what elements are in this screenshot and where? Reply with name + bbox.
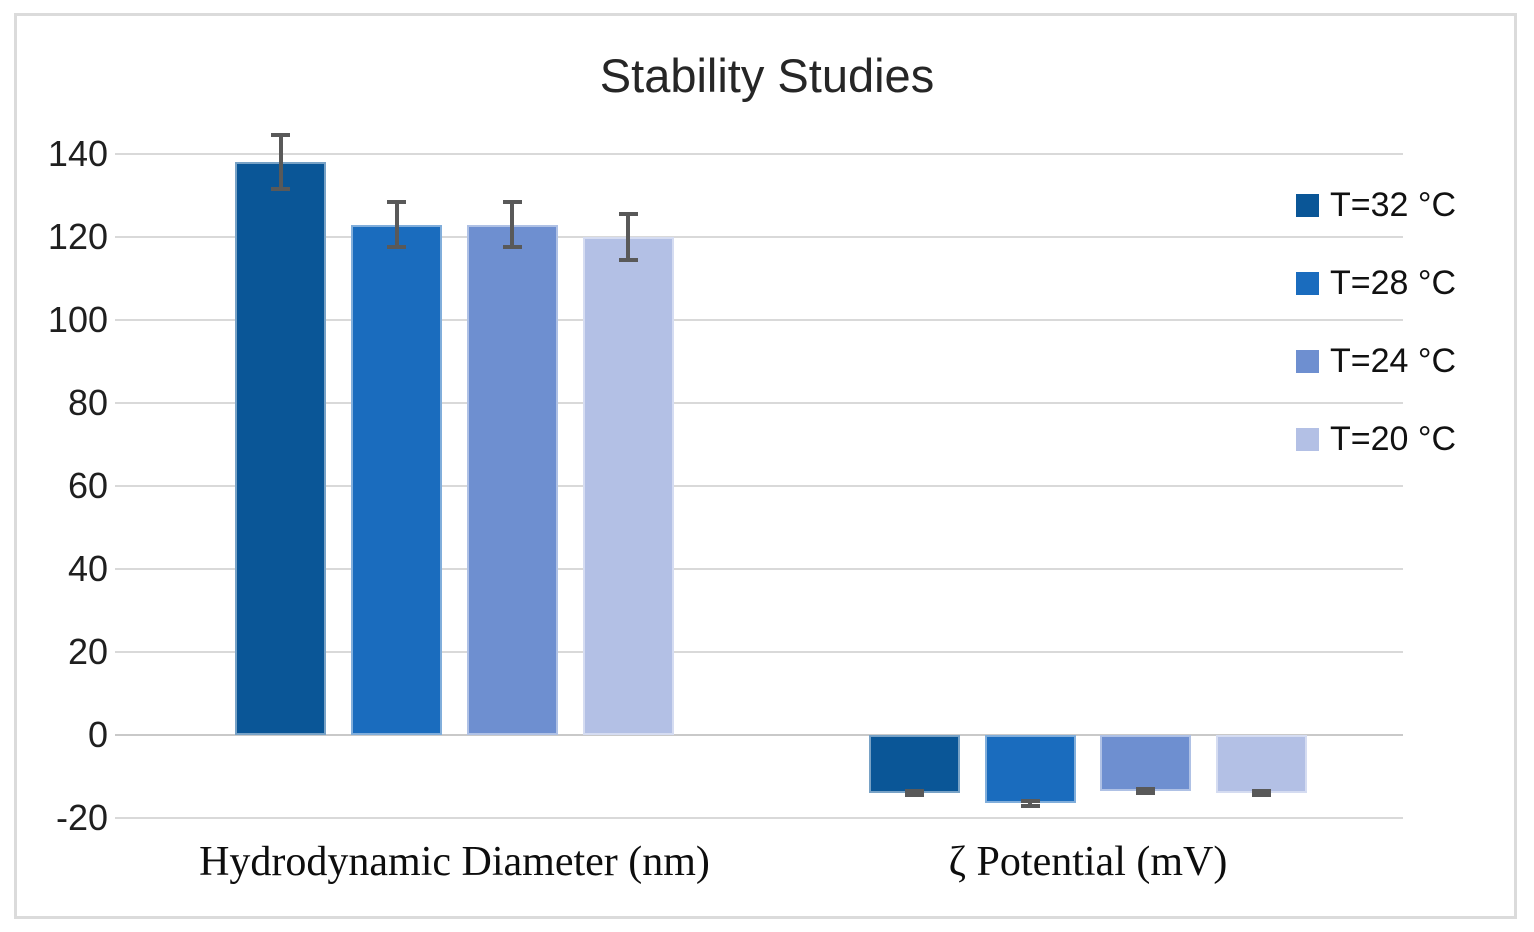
gridline <box>115 152 1403 155</box>
legend-item: T=32 °C <box>1296 185 1456 225</box>
error-bar <box>510 199 515 250</box>
error-bar-cap <box>502 199 522 204</box>
category-label: ζ Potential (mV) <box>948 839 1228 885</box>
error-bar-cap <box>1020 799 1040 804</box>
y-axis-tick-label: 100 <box>47 298 108 340</box>
y-axis-tick-label: 120 <box>47 215 108 257</box>
y-axis-tick-label: 20 <box>67 630 108 672</box>
legend-label: T=32 °C <box>1330 185 1457 224</box>
error-bar <box>1143 786 1148 796</box>
bar <box>1100 734 1192 791</box>
legend-item: T=28 °C <box>1296 263 1456 303</box>
bar <box>1216 734 1308 794</box>
legend-label: T=28 °C <box>1330 263 1457 302</box>
y-axis-tick-label: 60 <box>67 464 108 506</box>
bar <box>235 162 327 735</box>
chart-title: Stability Studies <box>599 49 935 102</box>
legend-item: T=24 °C <box>1296 342 1456 382</box>
y-axis-tick-label: 40 <box>67 547 108 589</box>
legend-label: T=24 °C <box>1330 342 1457 381</box>
bar <box>582 236 674 735</box>
gridline <box>115 817 1403 819</box>
gridline <box>115 235 1403 238</box>
error-bar-cap <box>1252 788 1272 793</box>
gridline <box>115 567 1403 570</box>
bar <box>351 224 443 735</box>
y-axis-tick-label: 0 <box>87 713 108 755</box>
legend-label: T=20 °C <box>1330 420 1457 459</box>
legend-swatch <box>1296 271 1319 295</box>
legend-swatch <box>1296 428 1319 452</box>
error-bar-cap <box>387 199 407 204</box>
gridline <box>115 650 1403 653</box>
legend-swatch <box>1296 193 1319 217</box>
gridline <box>115 318 1403 321</box>
error-bar-cap <box>1252 793 1272 798</box>
error-bar <box>912 788 917 798</box>
error-bar-cap <box>387 245 407 250</box>
error-bar-cap <box>502 245 522 250</box>
bar <box>466 224 558 735</box>
error-bar-cap <box>618 257 638 262</box>
error-bar <box>1259 788 1264 798</box>
error-bar <box>278 133 283 192</box>
legend-item: T=20 °C <box>1296 420 1456 460</box>
error-bar-cap <box>271 133 291 138</box>
gridline <box>115 401 1403 404</box>
error-bar <box>394 199 399 250</box>
error-bar-cap <box>1136 791 1156 796</box>
error-bar-cap <box>618 212 638 217</box>
error-bar-cap <box>1020 803 1040 808</box>
category-label: Hydrodynamic Diameter (nm) <box>199 839 710 885</box>
gridline <box>115 733 1403 736</box>
y-axis-tick-label: 80 <box>67 381 108 423</box>
error-bar-cap <box>271 187 291 192</box>
bar <box>984 734 1076 804</box>
gridline <box>115 484 1403 487</box>
y-axis-tick-label: 140 <box>47 132 108 174</box>
y-axis-tick-label: -20 <box>55 797 108 838</box>
legend-swatch <box>1296 350 1319 374</box>
error-bar-cap <box>904 793 924 798</box>
error-bar <box>626 212 631 262</box>
error-bar-cap <box>904 788 924 793</box>
error-bar-cap <box>1136 786 1156 791</box>
bar <box>868 734 960 794</box>
error-bar <box>1028 799 1033 808</box>
